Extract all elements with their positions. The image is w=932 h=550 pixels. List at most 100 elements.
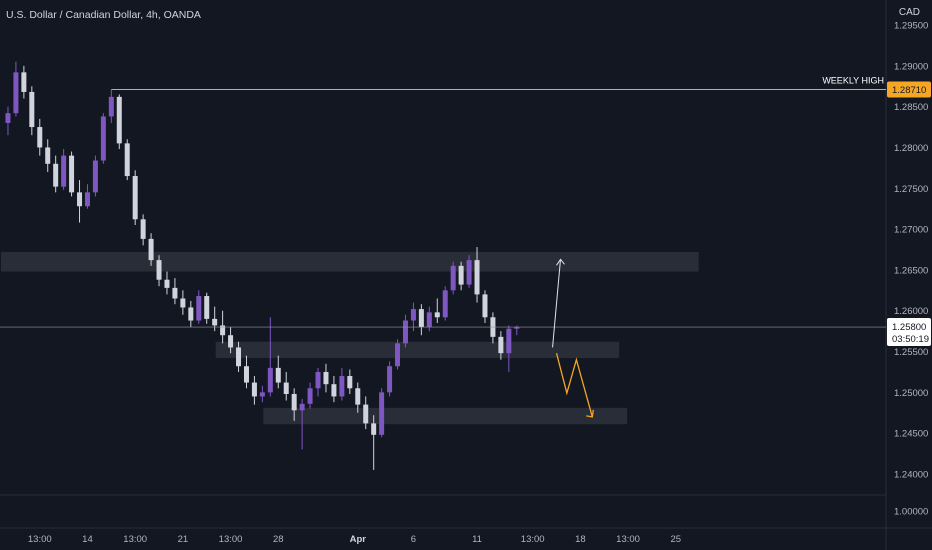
projection-up-line <box>552 259 561 348</box>
candle-body-5 <box>45 147 51 164</box>
candle-body-39 <box>315 371 321 389</box>
price-tick-label-4: 1.27500 <box>894 184 928 195</box>
time-axis[interactable]: 13:00 14 13:00 21 13:00 28 Apr 6 11 13:00 18 13:00 2… <box>28 534 681 545</box>
candle-body-52 <box>418 309 424 328</box>
candle-body-50 <box>402 320 408 344</box>
zone-rect-0 <box>1 251 699 272</box>
candle-body-28 <box>228 335 234 348</box>
price-tick-label-8: 1.25500 <box>894 347 928 358</box>
price-tick-label-0: 1.29500 <box>894 21 928 32</box>
candle-body-57 <box>458 265 464 285</box>
candle-body-18 <box>148 238 154 261</box>
price-tick-label-12: 1.00000 <box>894 507 928 518</box>
candle-body-23 <box>188 307 194 321</box>
time-tick-label-6: Apr <box>350 534 367 545</box>
price-tick-label-3: 1.28000 <box>894 143 928 154</box>
time-tick-label-0: 13:00 <box>28 534 52 545</box>
candle-body-12 <box>100 116 106 161</box>
candle-body-7 <box>61 155 67 187</box>
projection-down-line <box>555 353 593 418</box>
candle-body-29 <box>236 347 242 367</box>
candle-body-38 <box>307 388 313 404</box>
zone-rect-1 <box>215 341 620 359</box>
zone-rect-2 <box>263 407 628 425</box>
time-tick-label-10: 18 <box>575 534 586 545</box>
candle-body-20 <box>164 279 170 288</box>
time-tick-label-1: 14 <box>82 534 93 545</box>
candle-body-44 <box>355 388 361 405</box>
time-tick-label-9: 13:00 <box>521 534 545 545</box>
candle-body-21 <box>172 287 178 299</box>
candle-body-26 <box>212 318 218 326</box>
candle-body-32 <box>259 392 265 397</box>
candle-body-3 <box>29 91 35 128</box>
candle-body-6 <box>53 163 59 187</box>
price-tick-label-11: 1.24000 <box>894 470 928 481</box>
candle-body-15 <box>124 143 130 177</box>
candle-body-14 <box>116 96 122 144</box>
candle-body-47 <box>379 392 385 435</box>
overlay-layer: WEEKLY HIGH <box>0 75 886 418</box>
current-price-badge <box>887 318 931 347</box>
candle-body-64 <box>514 327 520 329</box>
candle-body-33 <box>267 367 273 393</box>
weekly-high-label: WEEKLY HIGH <box>822 75 884 85</box>
time-tick-label-12: 25 <box>670 534 681 545</box>
candle-body-51 <box>410 309 416 321</box>
candle-body-11 <box>92 160 98 193</box>
weekly-high-badge <box>887 81 931 98</box>
time-tick-label-7: 6 <box>411 534 416 545</box>
candle-body-25 <box>204 296 210 319</box>
candle-body-9 <box>77 192 83 207</box>
candle-body-36 <box>291 393 297 411</box>
price-tick-label-7: 1.26000 <box>894 306 928 317</box>
candle-body-46 <box>371 423 377 435</box>
candle-body-34 <box>275 367 281 383</box>
candle-body-54 <box>434 312 440 318</box>
projection-down-arrowhead <box>586 409 594 418</box>
candle-body-43 <box>347 376 353 389</box>
candle-body-27 <box>220 325 226 336</box>
candle-body-13 <box>108 96 114 117</box>
candle-body-60 <box>482 294 488 318</box>
weekly-high-badge-label: 1.28710 <box>892 85 926 96</box>
zones-layer <box>1 251 699 425</box>
time-tick-label-4: 13:00 <box>219 534 243 545</box>
time-tick-label-11: 13:00 <box>616 534 640 545</box>
price-tick-label-1: 1.29000 <box>894 61 928 72</box>
price-tick-label-9: 1.25000 <box>894 388 928 399</box>
candle-body-1 <box>13 72 19 114</box>
candle-body-19 <box>156 260 162 280</box>
candle-body-56 <box>450 265 456 291</box>
candle-body-48 <box>387 366 393 393</box>
time-tick-label-8: 11 <box>472 534 482 545</box>
candle-body-35 <box>283 382 289 394</box>
currency-label: CAD <box>898 7 920 18</box>
price-axis[interactable]: 1.29500 1.29000 1.28500 1.28000 1.27500 1.270… <box>887 21 931 518</box>
time-tick-label-3: 21 <box>178 534 189 545</box>
candle-body-58 <box>466 260 472 285</box>
candle-body-37 <box>299 403 305 411</box>
candle-body-31 <box>251 382 257 397</box>
candle-body-41 <box>331 384 337 397</box>
candle-body-40 <box>323 371 329 385</box>
candle-body-16 <box>132 176 138 220</box>
time-tick-label-5: 28 <box>273 534 284 545</box>
countdown-label: 03:50:19 <box>892 334 929 345</box>
candle-body-45 <box>363 404 369 424</box>
candle-body-62 <box>498 336 504 354</box>
price-tick-label-6: 1.26500 <box>894 265 928 276</box>
candle-body-2 <box>21 72 27 92</box>
projection-up-arrowhead <box>556 258 565 266</box>
candle-body-22 <box>180 298 186 308</box>
current-price-badge-label: 1.25800 <box>892 322 926 333</box>
candle-body-55 <box>442 290 448 318</box>
candle-body-63 <box>506 328 512 354</box>
candle-body-59 <box>474 260 480 295</box>
candle-body-17 <box>140 219 146 239</box>
candle-body-49 <box>395 343 401 367</box>
chart-title: U.S. Dollar / Canadian Dollar, 4h, OANDA <box>6 9 201 21</box>
candle-body-8 <box>69 155 75 193</box>
